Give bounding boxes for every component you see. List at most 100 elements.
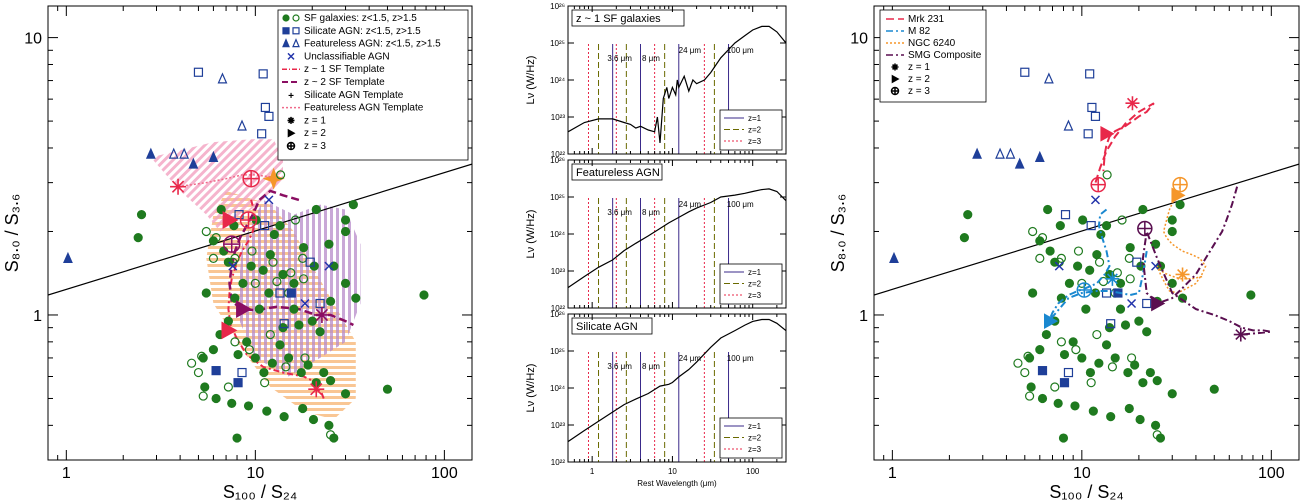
middle-xtick-label: 10 [668,467,677,476]
left-point-filled [227,398,237,408]
right-template-line [1156,186,1207,294]
middle-ytick-label: 10²⁴ [550,76,566,85]
left-point-open [299,274,309,284]
left-point-filled [340,278,351,288]
left-legend-label: Silicate AGN: z<1.5, z>1.5 [304,26,421,37]
middle-ytick-label: 10²⁶ [550,2,565,11]
right-point-filled [1138,204,1148,215]
middle-subplot: 3.6 μm 8 μm 24 μm 100 μm z ~ 1 SF galaxies 10… [525,2,787,159]
middle-ylabel: Lν (W/Hz) [525,56,537,105]
right-redshift-marker [1044,313,1059,329]
left-point-open [193,367,204,378]
right-point-filled [1043,204,1053,215]
right-point-open [1073,246,1084,256]
right-point-filled [1055,220,1065,231]
left-point-filled [211,393,221,404]
right-point-filled [1125,242,1135,253]
right-redshift-marker [1151,295,1166,312]
left-point-filled [63,251,73,263]
middle-subplot-title: Featureless AGN [576,167,660,179]
middle-legend-label: z=1 [748,422,762,431]
left-plot-frame [47,5,473,461]
left-point-open [230,337,240,347]
right-point-filled [1167,278,1177,288]
right-point-filled [1134,316,1144,326]
middle-legend-label: z=2 [748,126,762,135]
right-point-filled [959,233,970,243]
left-point-filled [296,367,306,378]
right-legend-label: SMG Composite [908,50,982,61]
left-point-filled [315,327,325,337]
right-point-open [1094,257,1105,267]
right-point-filled [1053,398,1063,408]
legend-featureless-open-icon [292,38,300,48]
right-ylabel: S₈.₀ / S₃.₆ [828,194,848,273]
left-point-open [325,430,336,440]
left-point-open [279,319,289,329]
left-point-open [186,358,197,368]
left-legend-box [277,9,469,161]
right-point-filled [1058,433,1069,443]
left-point-filled [340,389,351,399]
left-point-open [244,345,254,355]
left-point-filled [223,316,233,326]
right-point-filled [1085,367,1096,378]
middle-band-label: 24 μm [679,200,702,209]
middle-subplot-plot: 3.6 μm 8 μm 24 μm 100 μm [568,318,786,462]
middle-subplot: 3.6 μm 8 μm 24 μm 100 μm Featureless AGN 10²²… [525,156,787,313]
left-point-filled [259,367,269,378]
right-point-filled [1034,150,1045,162]
left-point-filled [311,204,321,215]
middle-legend-label: z=1 [748,114,762,123]
left-legend-label: z ~ 2 SF Template [304,77,385,88]
left-point-open [260,102,270,113]
left-point-filled [382,384,393,394]
left-point-filled [145,147,156,159]
right-point-filled [1088,406,1098,416]
left-point-filled [201,288,211,298]
right-point-open [1112,268,1122,278]
left-point-filled [243,401,254,411]
left-point-filled [265,250,275,260]
left-redshift-marker [222,211,239,229]
right-point-open [1125,274,1135,284]
left-point-filled [238,278,248,288]
middle-legend-label: z=1 [748,268,762,277]
middle-band-label: 3.6 μm [607,54,632,63]
middle-sed-curve [568,318,786,443]
legend-silicate-filled-icon [282,27,290,35]
middle-title-box [571,317,653,335]
right-point-filled [1123,367,1133,378]
left-point-open [290,215,301,225]
left-point-filled [232,433,242,443]
right-point-filled [1177,293,1188,303]
left-point-filled [233,349,243,360]
middle-legend-label: z=2 [748,434,762,443]
left-point-filled [284,353,294,363]
left-point-open [265,329,275,340]
middle-band-label: 100 μm [727,200,754,209]
left-point-filled [254,304,264,314]
right-point-open [1124,253,1134,263]
left-legend-label: Unclassifiable AGN [304,51,390,62]
right-legend-label: z = 3 [908,86,930,97]
middle-ytick-label: 10²² [551,458,566,467]
right-point-filled [1101,340,1112,350]
left-redshift-marker [313,306,330,323]
middle-legend-box [719,417,783,459]
middle-band-label: 8 μm [642,208,660,217]
left-point-open [211,233,221,243]
right-point-filled [1045,246,1055,256]
left-redshift-marker [242,170,260,188]
left-point-open [272,276,282,287]
middle-legend-box [719,263,783,305]
middle-ytick-label: 10²³ [551,267,566,276]
right-point-open [1023,351,1033,361]
right-point-open [1087,102,1097,113]
left-point-open [237,119,247,131]
left-point-filled [279,412,289,422]
right-point-filled [1209,384,1219,394]
right-point-open [1043,72,1054,84]
middle-sed-curve [568,25,786,143]
right-redshift-marker [1137,220,1153,237]
